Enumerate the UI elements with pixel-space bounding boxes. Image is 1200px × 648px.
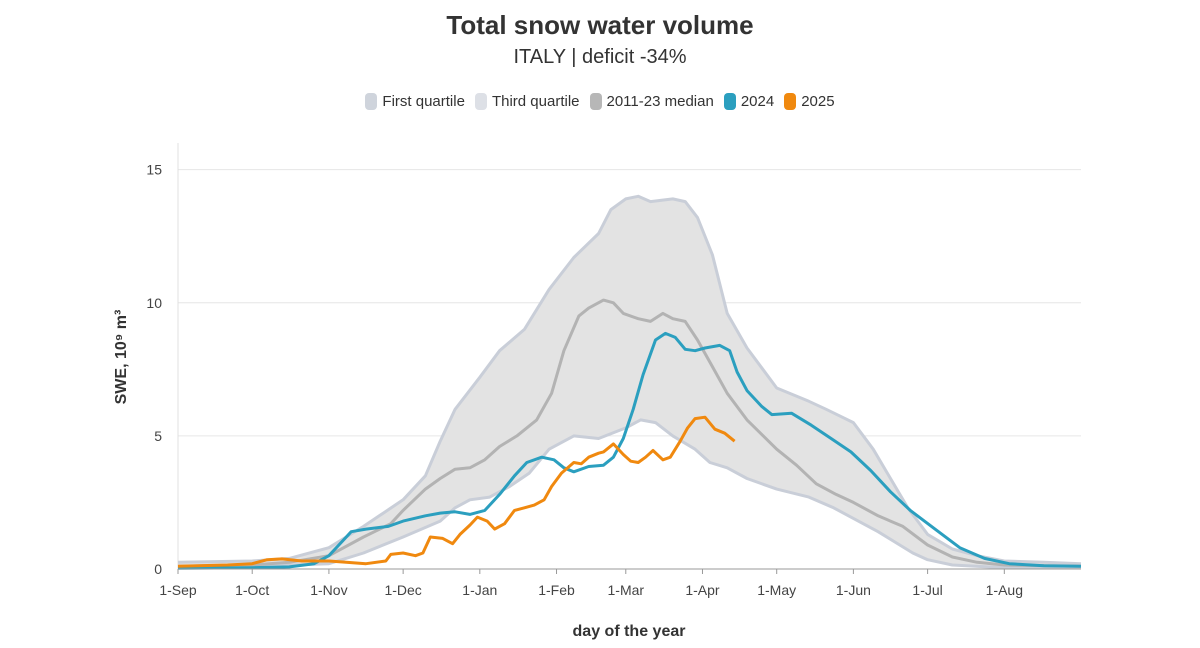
y-tick-label-15: 15	[146, 162, 162, 178]
x-tick-label-1-Nov: 1-Nov	[310, 582, 347, 598]
third-quartile-line	[177, 194, 1082, 566]
x-tick-label-1-Jun: 1-Jun	[836, 582, 871, 598]
x-tick-label-1-May: 1-May	[757, 582, 796, 598]
legend-label-2024: 2024	[740, 93, 775, 110]
legend: First quartile Third quartile 2011-23 me…	[0, 93, 1200, 110]
quartile-band	[177, 194, 1082, 570]
first-quartile-line	[177, 418, 1081, 570]
chart-title: Total snow water volume	[446, 10, 754, 40]
legend-label-median: 2011-23 median	[606, 93, 714, 110]
x-tick-label-1-Aug: 1-Aug	[986, 582, 1023, 598]
x-axis-title: day of the year	[573, 623, 686, 640]
legend-label-2025: 2025	[801, 93, 835, 110]
legend-item-first-quartile[interactable]: First quartile	[365, 93, 465, 110]
x-tick-label-1-Jul: 1-Jul	[912, 582, 942, 598]
legend-swatch-2025	[784, 93, 797, 110]
x-tick-label-1-Apr: 1-Apr	[685, 582, 720, 598]
legend-item-third-quartile[interactable]: Third quartile	[474, 93, 580, 110]
y-tick-label-0: 0	[154, 561, 162, 577]
x-tick-label-1-Jan: 1-Jan	[462, 582, 497, 598]
series-lines	[177, 298, 1082, 570]
x-tick-label-1-Sep: 1-Sep	[159, 582, 197, 598]
y-tick-label-5: 5	[154, 428, 162, 444]
legend-swatch-2024	[723, 93, 736, 110]
y-tick-label-10: 10	[146, 295, 162, 311]
median-line	[177, 298, 1082, 568]
legend-item-2024[interactable]: 2024	[723, 93, 775, 110]
x-tick-label-1-Oct: 1-Oct	[235, 582, 269, 598]
legend-item-2025[interactable]: 2025	[784, 93, 835, 110]
series-2024-line	[177, 331, 1082, 570]
legend-label-first-quartile: First quartile	[382, 93, 465, 110]
legend-swatch-third-quartile	[474, 93, 487, 110]
axes: 0 5 10 15 1-Sep 1-Oct 1-Nov 1-Dec 1-Jan 1-Feb 1-Ma…	[146, 162, 1081, 598]
chart-subtitle: ITALY | deficit -34%	[513, 46, 687, 68]
series-2025-line	[177, 415, 736, 568]
x-tick-label-1-Feb: 1-Feb	[538, 582, 575, 598]
interquartile-band-fill	[178, 196, 1081, 568]
x-tick-label-1-Dec: 1-Dec	[384, 582, 421, 598]
legend-label-third-quartile: Third quartile	[491, 93, 580, 110]
legend-swatch-median	[589, 93, 602, 110]
legend-item-median[interactable]: 2011-23 median	[589, 93, 714, 110]
y-axis-title: SWE, 10⁹ m³	[113, 310, 130, 405]
legend-swatch-first-quartile	[365, 93, 378, 110]
x-tick-label-1-Mar: 1-Mar	[608, 582, 645, 598]
